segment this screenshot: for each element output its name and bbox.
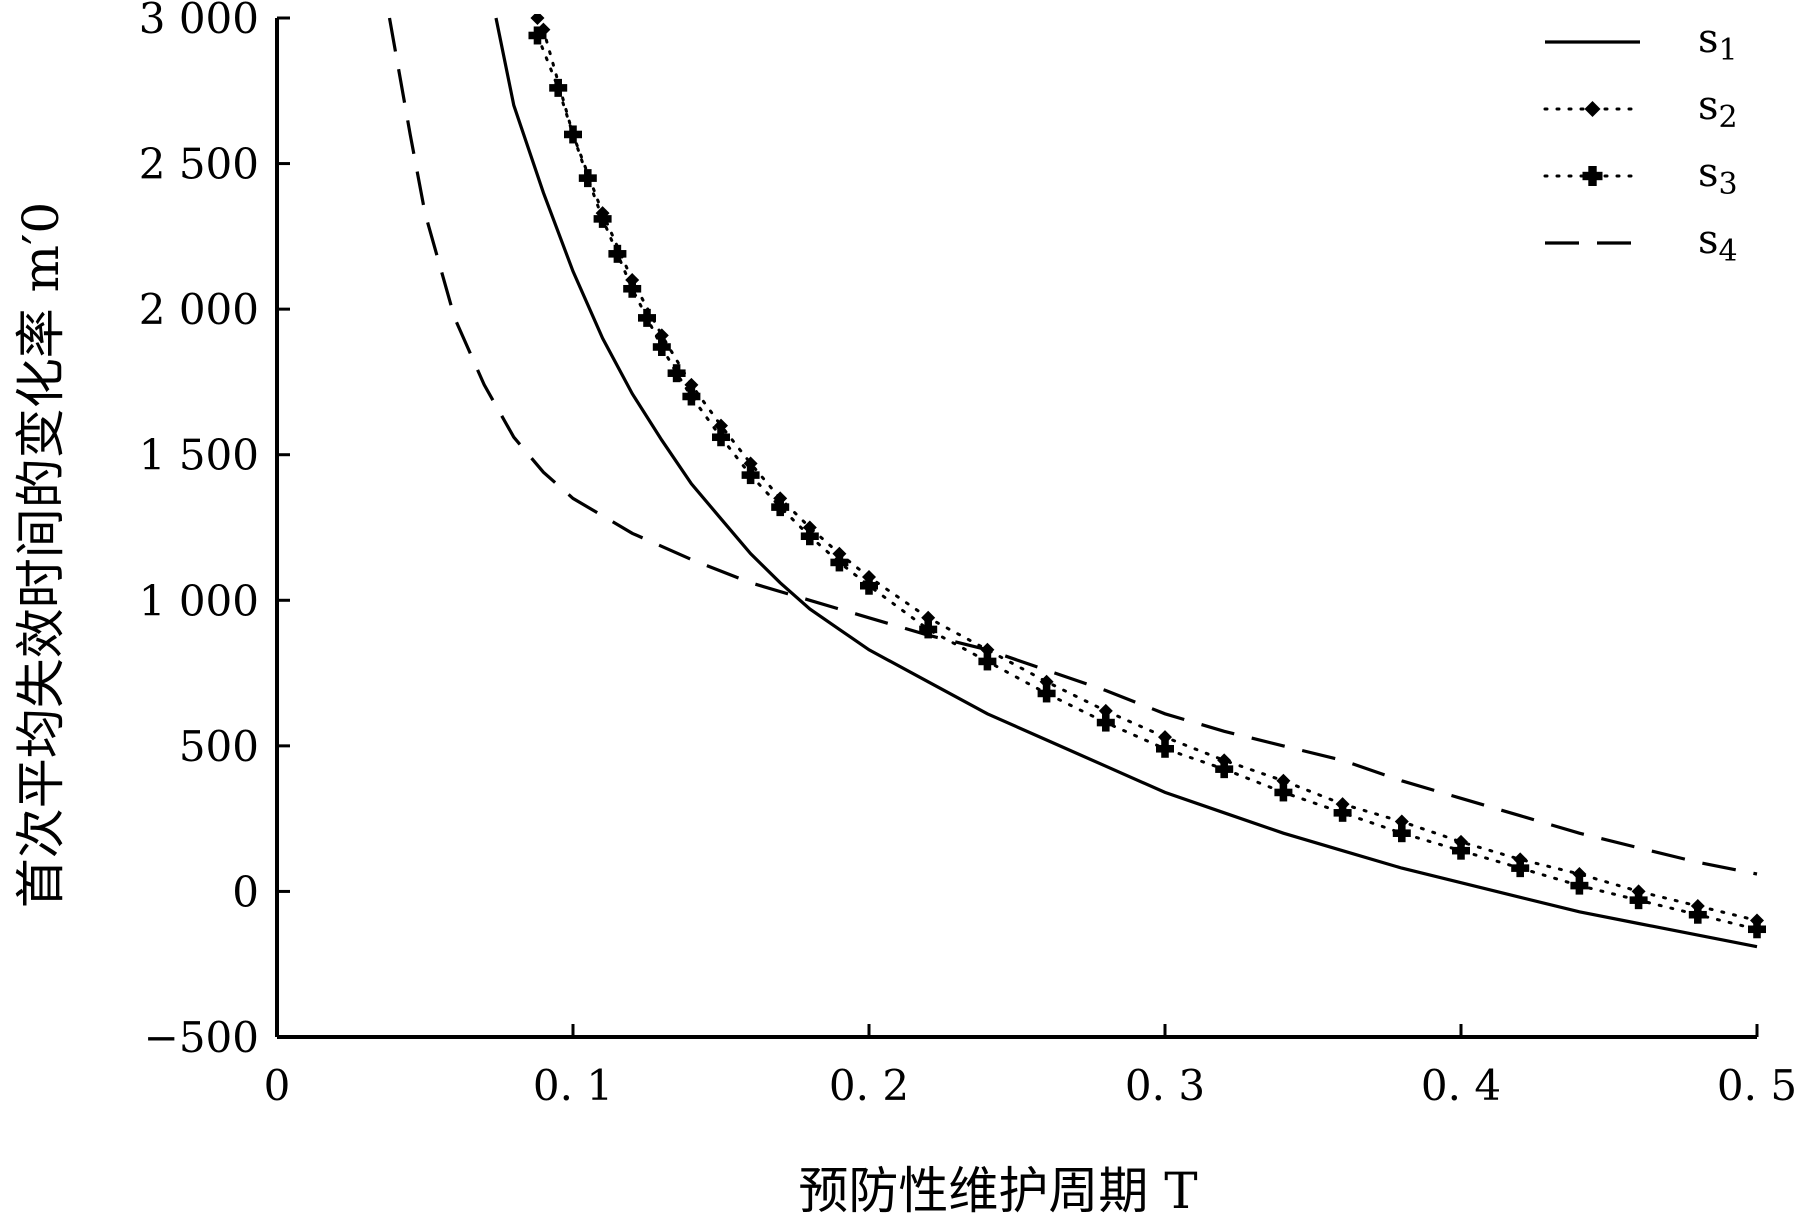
legend-label-s3: s3 bbox=[1698, 150, 1738, 202]
series-point-s3 bbox=[667, 364, 686, 383]
legend-layer: s1 s2 s3 s4 bbox=[1543, 16, 1738, 269]
legend-marker-s3 bbox=[1582, 166, 1603, 186]
x-tick-label: 0. 1 bbox=[533, 1061, 613, 1110]
series-point-s3 bbox=[1274, 783, 1293, 802]
series-point-s3 bbox=[1156, 739, 1174, 758]
series-point-s3 bbox=[712, 428, 730, 447]
series-point-s3 bbox=[549, 78, 568, 97]
legend-marker-s2 bbox=[1584, 101, 1601, 117]
y-tick-label: 2 000 bbox=[139, 285, 259, 334]
series-point-s3 bbox=[800, 527, 819, 546]
x-tick-label: 0 bbox=[264, 1061, 291, 1110]
series-point-s3 bbox=[1629, 891, 1648, 910]
series-point-s3 bbox=[1333, 803, 1352, 822]
series-point-s3 bbox=[919, 620, 938, 639]
y-tick-label: 500 bbox=[179, 722, 259, 771]
series-point-s3 bbox=[623, 279, 642, 298]
series-point-s3 bbox=[652, 337, 671, 356]
x-tick-label: 0. 3 bbox=[1125, 1061, 1205, 1110]
series-point-s3 bbox=[578, 169, 597, 188]
series-point-s3 bbox=[1096, 713, 1115, 732]
y-tick-label: 0 bbox=[232, 867, 259, 916]
x-tick-label: 0. 5 bbox=[1717, 1061, 1797, 1110]
plot-layer bbox=[387, 14, 1766, 949]
y-tick-label: −500 bbox=[144, 1013, 259, 1062]
y-tick-label: 1 000 bbox=[139, 576, 259, 625]
series-point-s3 bbox=[1511, 859, 1530, 878]
series-point-s2 bbox=[530, 14, 545, 25]
x-tick-label: 0. 4 bbox=[1421, 1061, 1501, 1110]
y-axis-title: 首次平均失效时间的变化率 m′0 bbox=[12, 202, 70, 908]
series-point-s3 bbox=[1392, 824, 1411, 843]
series-line-s3 bbox=[536, 34, 1759, 931]
series-point-s3 bbox=[978, 652, 997, 671]
x-tick-label: 0. 2 bbox=[829, 1061, 909, 1110]
series-line-s4 bbox=[387, 17, 1758, 876]
series-point-s3 bbox=[771, 498, 790, 517]
series-point-s3 bbox=[1570, 876, 1589, 895]
series-point-s3 bbox=[1037, 684, 1056, 703]
y-tick-label: 1 500 bbox=[139, 431, 259, 480]
y-tick-label: 3 000 bbox=[139, 0, 259, 43]
legend-label-s4: s4 bbox=[1698, 217, 1738, 269]
series-point-s3 bbox=[1215, 760, 1234, 779]
y-tick-label: 2 500 bbox=[139, 140, 259, 189]
series-point-s3 bbox=[1452, 841, 1470, 860]
series-group bbox=[387, 14, 1766, 949]
series-point-s3 bbox=[638, 308, 656, 327]
series-line-s1 bbox=[494, 17, 1758, 949]
legend-label-s2: s2 bbox=[1698, 83, 1738, 135]
series-point-s3 bbox=[741, 466, 760, 485]
legend-label-s1: s1 bbox=[1698, 16, 1738, 68]
series-point-s3 bbox=[593, 209, 612, 228]
series-point-s3 bbox=[1748, 920, 1766, 939]
series-point-s3 bbox=[564, 125, 582, 144]
series-line-s2 bbox=[536, 16, 1759, 922]
x-axis-title: 预防性维护周期 T bbox=[798, 1162, 1197, 1213]
series-point-s3 bbox=[860, 576, 878, 595]
series-point-s3 bbox=[682, 387, 701, 406]
series-point-s3 bbox=[830, 553, 849, 572]
series-point-s3 bbox=[608, 244, 627, 263]
series-point-s3 bbox=[1688, 905, 1707, 924]
series-point-s3 bbox=[528, 26, 547, 45]
